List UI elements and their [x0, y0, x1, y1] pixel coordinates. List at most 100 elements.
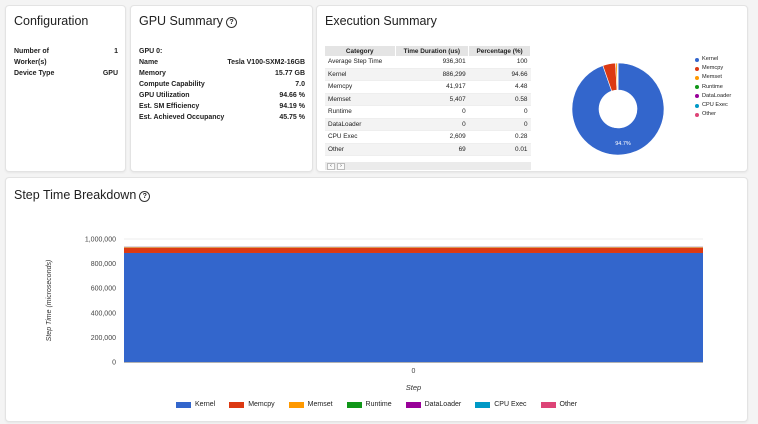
legend-swatch: [175, 401, 191, 408]
step-time-card: Step Time Breakdown? 0 200,000 400,000 600,…: [5, 177, 748, 422]
gpu-summary-card: GPU Summary? GPU 0: Name Tesla V100-SXM2-…: [130, 5, 313, 172]
legend-swatch: [229, 401, 245, 408]
category-cell: DataLoader: [325, 118, 396, 131]
y-tick-label: 600,000: [91, 286, 116, 293]
chart-legend-item[interactable]: DataLoader: [405, 401, 462, 408]
category-cell: Average Step Time: [325, 56, 396, 69]
help-icon[interactable]: ?: [139, 191, 151, 202]
legend-dot: [695, 85, 699, 90]
y-tick-label: 400,000: [91, 310, 116, 317]
y-axis-title: Step Time (microseconds): [46, 260, 53, 342]
y-tick-label: 800,000: [91, 261, 116, 268]
legend-label: Kernel: [194, 401, 216, 408]
configuration-list: Number of Worker(s) 1 Device Type GPU: [14, 46, 118, 79]
legend-dot: [695, 94, 699, 99]
legend-swatch: [405, 401, 421, 408]
legend-label: Runtime: [702, 83, 723, 90]
legend-swatch: [288, 401, 304, 408]
config-value: 1: [114, 48, 118, 55]
column-header[interactable]: Percentage (%): [468, 46, 531, 56]
column-header[interactable]: Category: [325, 46, 396, 56]
pie-legend-item[interactable]: Memcpy: [695, 64, 731, 73]
legend-label: Memcpy: [248, 401, 275, 408]
duration-cell: 936,301: [395, 56, 469, 69]
legend-swatch: [540, 401, 556, 408]
pie-legend-item[interactable]: Runtime: [695, 83, 731, 92]
config-row-workers: Number of Worker(s) 1: [14, 46, 118, 68]
table-row: Runtime 0 0: [325, 105, 531, 119]
configuration-title: Configuration: [14, 14, 89, 28]
legend-label: DataLoader: [424, 401, 462, 408]
legend-label: DataLoader: [702, 92, 732, 99]
legend-dot: [695, 57, 699, 62]
chart-legend-item[interactable]: CPU Exec: [475, 401, 527, 408]
gpu-row-name: Name Tesla V100-SXM2-16GB: [139, 59, 305, 66]
chart-legend-item[interactable]: Runtime: [346, 401, 392, 408]
percentage-cell: 0: [468, 118, 531, 131]
pie-legend-item[interactable]: DataLoader: [695, 92, 731, 101]
help-icon[interactable]: ?: [226, 17, 238, 28]
step-time-chart: 0 200,000 400,000 600,000 800,000 1,000,000 0 S…: [46, 237, 703, 392]
pager-next-button[interactable]: ›: [337, 163, 345, 170]
gpu-row-memory: Memory 15.77 GB: [139, 70, 305, 77]
configuration-card: Configuration Number of Worker(s) 1 Devic…: [5, 5, 126, 172]
table-row: Kernel 886,299 94.66: [325, 68, 531, 81]
pie-slice-kernel[interactable]: [571, 62, 665, 156]
legend-swatch: [475, 401, 491, 408]
pie-legend: Kernel Memcpy Memset Runtime DataLoader CPU E…: [695, 55, 731, 119]
category-cell: Other: [325, 143, 396, 156]
pie-legend-item[interactable]: CPU Exec: [695, 101, 731, 110]
category-cell: CPU Exec: [325, 130, 396, 144]
chart-legend-item[interactable]: Memcpy: [229, 401, 275, 408]
chart-legend-item[interactable]: Memset: [288, 401, 333, 408]
percentage-cell: 94.66: [468, 68, 531, 81]
duration-cell: 41,917: [395, 80, 469, 94]
table-row: Average Step Time 936,301 100: [325, 56, 531, 69]
legend-label: Other: [559, 401, 578, 408]
execution-summary-table: Category Time Duration (us) Percentage (…: [325, 46, 531, 156]
category-cell: Runtime: [325, 105, 396, 119]
duration-cell: 5,407: [395, 93, 469, 106]
legend-label: CPU Exec: [702, 102, 728, 109]
y-tick-label: 200,000: [91, 335, 116, 342]
percentage-cell: 0.58: [468, 93, 531, 106]
chart-legend-item[interactable]: Other: [540, 401, 578, 408]
gpu-index-label: GPU 0:: [139, 48, 163, 55]
category-cell: Memcpy: [325, 80, 396, 94]
table-row: DataLoader 0 0: [325, 118, 531, 131]
execution-summary-card: Execution Summary Category Time Duration…: [316, 5, 748, 172]
legend-label: Memcpy: [702, 65, 724, 72]
legend-label: Kernel: [702, 56, 719, 62]
pie-legend-item[interactable]: Other: [695, 110, 731, 119]
bar-segment-memset[interactable]: [124, 247, 703, 248]
gpu-row-sm-efficiency: Est. SM Efficiency 94.19 %: [139, 103, 305, 110]
legend-label: Other: [702, 111, 716, 118]
bar-segment-kernel[interactable]: [124, 252, 703, 362]
config-value: GPU: [102, 70, 118, 77]
percentage-cell: 0.28: [468, 130, 531, 144]
legend-swatch: [346, 401, 362, 408]
legend-dot: [695, 76, 699, 80]
table-row: Memset 5,407 0.58: [325, 93, 531, 106]
column-header[interactable]: Time Duration (us): [395, 46, 470, 56]
duration-cell: 886,299: [395, 68, 469, 81]
config-label: Device Type: [14, 70, 55, 77]
category-cell: Memset: [325, 93, 396, 106]
gpu-summary-title: GPU Summary?: [139, 14, 238, 28]
step-time-legend: Kernel Memcpy Memset Runtime DataLoader CPU E…: [6, 401, 747, 408]
pager-prev-button[interactable]: ‹: [327, 163, 335, 170]
gpu-info-list: GPU 0: Name Tesla V100-SXM2-16GB Memory 15…: [139, 46, 305, 123]
pie-legend-item[interactable]: Memset: [695, 73, 731, 82]
table-header-row: Category Time Duration (us) Percentage (…: [325, 46, 531, 56]
gpu-row-occupancy: Est. Achieved Occupancy 45.75 %: [139, 114, 305, 121]
percentage-cell: 0.01: [468, 143, 531, 156]
x-tick-label: 0: [412, 368, 416, 375]
execution-summary-title: Execution Summary: [325, 14, 437, 28]
execution-pie-chart: 94.7%: [571, 62, 665, 156]
chart-legend-item[interactable]: Kernel: [175, 401, 216, 408]
duration-cell: 69: [395, 143, 469, 156]
pie-legend-item[interactable]: Kernel: [695, 55, 731, 64]
bar-segment-memcpy[interactable]: [124, 247, 703, 253]
table-row: Other 69 0.01: [325, 143, 531, 156]
duration-cell: 0: [395, 118, 469, 131]
